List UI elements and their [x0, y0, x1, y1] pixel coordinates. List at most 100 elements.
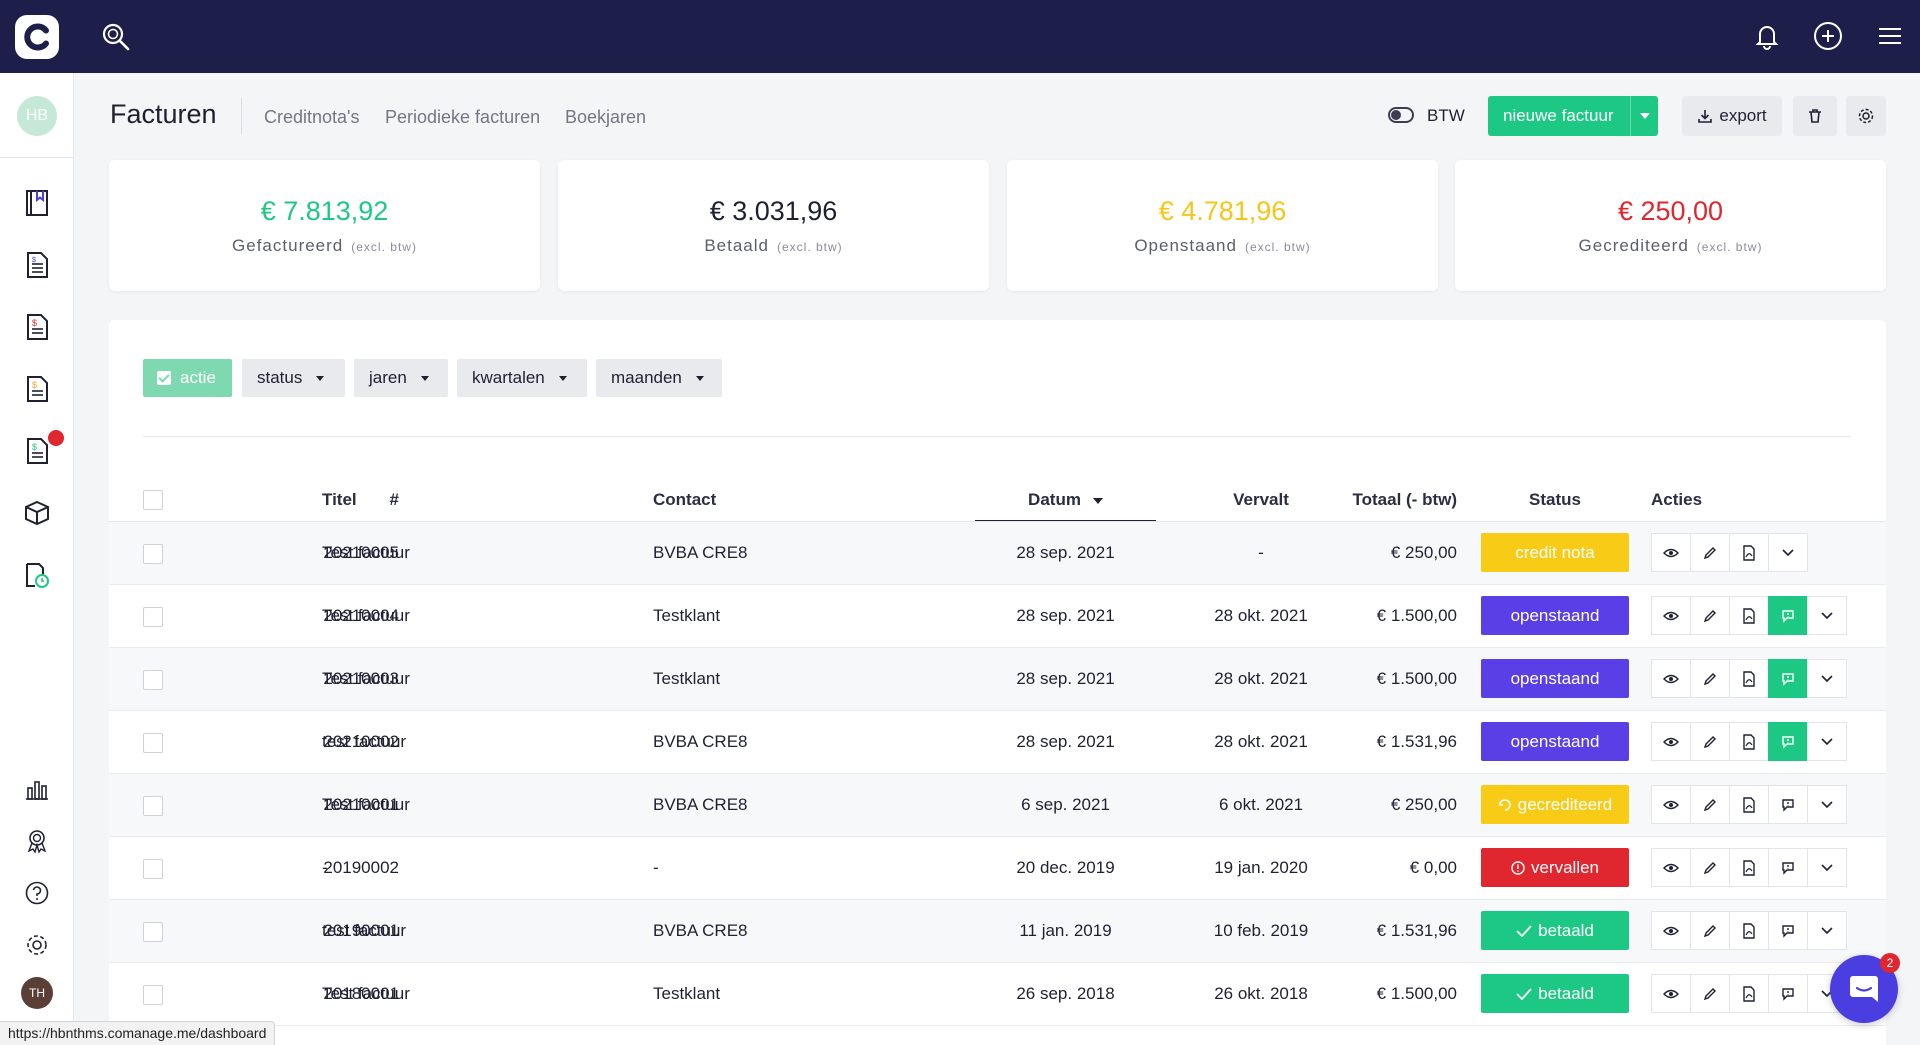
table-row[interactable]: 20190001 test factuur BVBA CRE8 11 jan. 201… [109, 900, 1886, 963]
sidebar-item-reports[interactable] [21, 773, 53, 805]
tab-periodieke-facturen[interactable]: Periodieke facturen [385, 107, 541, 127]
filter-actie[interactable]: actie [143, 359, 232, 397]
view-icon[interactable] [1651, 911, 1691, 950]
view-icon[interactable] [1651, 785, 1691, 824]
pdf-icon[interactable] [1729, 722, 1769, 761]
sidebar-item-timesheet[interactable] [21, 559, 53, 591]
table-row[interactable]: 20210003 Test factuur Testklant 28 sep. 202… [109, 648, 1886, 711]
edit-icon[interactable] [1690, 596, 1730, 635]
invoice-number[interactable]: 20210002 [323, 732, 399, 751]
column-header-number[interactable]: # [389, 490, 399, 509]
invoice-number[interactable]: 20210001 [323, 795, 399, 814]
delete-button[interactable] [1793, 96, 1837, 136]
edit-icon[interactable] [1690, 722, 1730, 761]
menu-icon[interactable] [1874, 20, 1906, 52]
reminder-icon[interactable] [1768, 659, 1808, 698]
invoice-contact[interactable]: BVBA CRE8 [653, 543, 748, 562]
invoice-title[interactable]: Test factuur [322, 543, 410, 562]
chevron-down-icon[interactable] [1807, 785, 1847, 824]
chevron-down-icon[interactable] [1807, 659, 1847, 698]
invoice-number[interactable]: 20190002 [323, 858, 399, 877]
reminder-icon[interactable] [1768, 785, 1808, 824]
edit-icon[interactable] [1690, 533, 1730, 572]
filter-status[interactable]: status [242, 359, 345, 397]
edit-icon[interactable] [1690, 911, 1730, 950]
pdf-icon[interactable] [1729, 974, 1769, 1013]
invoice-title[interactable]: Test factuur [322, 606, 410, 625]
invoice-contact[interactable]: - [653, 858, 659, 877]
column-header-titel[interactable]: Titel [322, 490, 357, 509]
chevron-down-icon[interactable] [1807, 722, 1847, 761]
row-checkbox[interactable] [143, 859, 163, 879]
invoice-number[interactable]: 20190001 [323, 921, 399, 940]
invoice-title[interactable]: test factuur [322, 732, 407, 751]
table-row[interactable]: 20210001 Test factuur BVBA CRE8 6 sep. 2021… [109, 774, 1886, 837]
column-header-vervalt[interactable]: Vervalt [1233, 490, 1289, 509]
reminder-icon[interactable] [1768, 974, 1808, 1013]
pdf-icon[interactable] [1729, 596, 1769, 635]
filter-jaren[interactable]: jaren [354, 359, 448, 397]
settings-button[interactable] [1846, 96, 1886, 136]
invoice-title[interactable]: test factuur [322, 921, 407, 940]
column-header-status[interactable]: Status [1529, 490, 1581, 509]
view-icon[interactable] [1651, 533, 1691, 572]
bell-icon[interactable] [1751, 20, 1783, 52]
edit-icon[interactable] [1690, 974, 1730, 1013]
view-icon[interactable] [1651, 974, 1691, 1013]
invoice-contact[interactable]: Testklant [653, 984, 721, 1003]
invoice-number[interactable]: 20210003 [323, 669, 399, 688]
invoice-number[interactable]: 20210004 [323, 606, 399, 625]
pdf-icon[interactable] [1729, 533, 1769, 572]
btw-toggle[interactable] [1388, 107, 1414, 123]
table-row[interactable]: 20190002- -20 dec. 2019 19 jan. 2020 € 0,00… [109, 837, 1886, 900]
reminder-icon[interactable] [1768, 911, 1808, 950]
chevron-down-icon[interactable] [1807, 911, 1847, 950]
table-row[interactable]: 20210004 Test factuur Testklant 28 sep. 202… [109, 585, 1886, 648]
view-icon[interactable] [1651, 722, 1691, 761]
new-invoice-button[interactable]: nieuwe factuur [1488, 96, 1658, 136]
invoice-contact[interactable]: BVBA CRE8 [653, 921, 748, 940]
invoice-title[interactable]: - [322, 858, 328, 877]
row-checkbox[interactable] [143, 985, 163, 1005]
sidebar-item-delivery[interactable]: $ [21, 373, 53, 405]
column-header-totaal[interactable]: Totaal (- btw) [1352, 490, 1458, 509]
tab-boekjaren[interactable]: Boekjaren [565, 107, 647, 127]
invoice-title[interactable]: Test factuur [322, 669, 410, 688]
column-header-contact[interactable]: Contact [653, 490, 717, 509]
sidebar-item-quotes[interactable]: $ [21, 249, 53, 281]
chevron-down-icon[interactable] [1807, 848, 1847, 887]
sidebar-item-help[interactable] [21, 877, 53, 909]
sidebar-item-orders[interactable]: $ [21, 311, 53, 343]
app-logo[interactable]: C [15, 15, 59, 59]
account-avatar[interactable]: TH [21, 977, 53, 1009]
add-circle-icon[interactable] [1812, 20, 1844, 52]
row-checkbox[interactable] [143, 922, 163, 942]
sidebar-item-rewards[interactable] [21, 825, 53, 857]
reminder-icon[interactable] [1768, 722, 1808, 761]
tab-creditnotas[interactable]: Creditnota's [264, 107, 360, 127]
chevron-down-icon[interactable] [1807, 596, 1847, 635]
invoice-number[interactable]: 20210005 [323, 543, 399, 562]
invoice-contact[interactable]: Testklant [653, 669, 721, 688]
row-checkbox[interactable] [143, 670, 163, 690]
edit-icon[interactable] [1690, 659, 1730, 698]
column-header-datum[interactable]: Datum [975, 490, 1156, 510]
table-row[interactable]: 20210002 test factuur BVBA CRE8 28 sep. 202… [109, 711, 1886, 774]
invoice-title[interactable]: Test factuur [322, 984, 410, 1003]
row-checkbox[interactable] [143, 733, 163, 753]
search-icon[interactable] [101, 22, 131, 52]
row-checkbox[interactable] [143, 544, 163, 564]
filter-kwartalen[interactable]: kwartalen [457, 359, 587, 397]
sidebar-item-bookmarks[interactable] [21, 187, 53, 219]
select-all-checkbox[interactable] [143, 490, 163, 510]
table-row[interactable]: 20180001 Test factuur Testklant 26 sep. 201… [109, 963, 1886, 1026]
invoice-contact[interactable]: Testklant [653, 606, 721, 625]
invoice-title[interactable]: Test factuur [322, 795, 410, 814]
sidebar-item-invoices[interactable]: $ [21, 435, 53, 467]
user-avatar[interactable]: HB [17, 96, 57, 136]
table-row[interactable]: 20210005 Test factuur BVBA CRE8 28 sep. 202… [109, 522, 1886, 585]
edit-icon[interactable] [1690, 848, 1730, 887]
pdf-icon[interactable] [1729, 848, 1769, 887]
reminder-icon[interactable] [1768, 848, 1808, 887]
view-icon[interactable] [1651, 659, 1691, 698]
